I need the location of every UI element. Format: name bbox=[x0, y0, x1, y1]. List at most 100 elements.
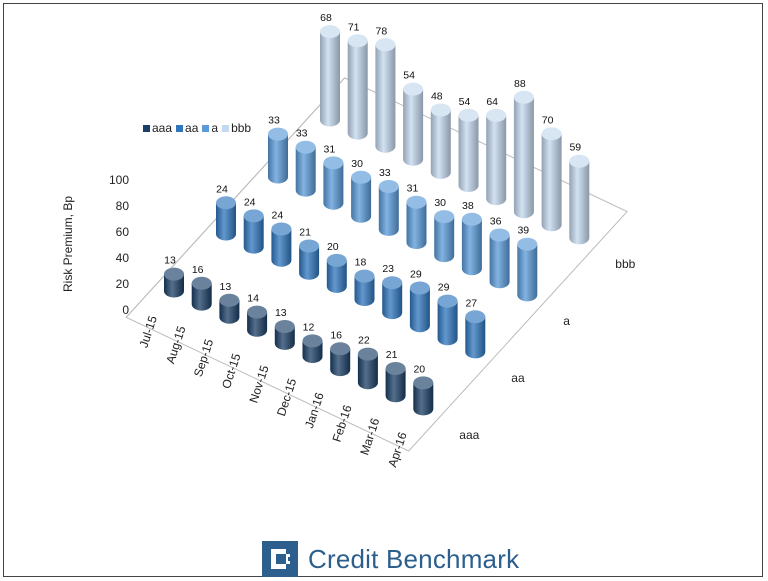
bar-aa-Sep-15 bbox=[271, 222, 292, 267]
bar-body bbox=[430, 110, 451, 179]
bar-body bbox=[351, 177, 372, 223]
data-label: 88 bbox=[514, 78, 526, 90]
data-label: 33 bbox=[268, 115, 280, 127]
bar-cap bbox=[354, 269, 375, 283]
bar-aaa-Apr-16 bbox=[413, 376, 434, 416]
data-label: 24 bbox=[272, 210, 284, 222]
data-label: 30 bbox=[351, 158, 363, 170]
data-label: 18 bbox=[355, 257, 367, 269]
data-label: 64 bbox=[486, 96, 498, 108]
bar-cap bbox=[271, 222, 292, 236]
chart-legend: aaa aa a bbb bbox=[143, 121, 255, 135]
data-label: 38 bbox=[462, 200, 474, 212]
bar-a-Jul-15 bbox=[268, 127, 288, 184]
credit-benchmark-logo-icon bbox=[262, 541, 298, 577]
bar-body bbox=[326, 260, 347, 293]
bar-body bbox=[406, 202, 427, 250]
data-label: 21 bbox=[299, 227, 311, 239]
bar-cap bbox=[375, 38, 396, 52]
bar-body bbox=[486, 115, 507, 206]
legend-item-aaa: aaa bbox=[143, 121, 172, 135]
data-label: 54 bbox=[459, 96, 471, 108]
data-label: 13 bbox=[164, 255, 176, 267]
y-tick-label: 40 bbox=[116, 251, 130, 265]
data-label: 54 bbox=[403, 70, 415, 82]
bar-a-Sep-15 bbox=[323, 156, 344, 210]
bar-aaa-Dec-15 bbox=[302, 334, 323, 363]
floor-edge bbox=[125, 77, 345, 318]
bar-cap bbox=[458, 108, 479, 122]
bar-body bbox=[299, 246, 320, 280]
bar-cap bbox=[437, 294, 458, 308]
bar-a-Nov-15 bbox=[378, 180, 399, 236]
bar-body bbox=[382, 282, 403, 320]
bar-bbb-Dec-15 bbox=[458, 108, 479, 193]
bar-a-Apr-16 bbox=[517, 237, 538, 302]
data-label: 22 bbox=[358, 335, 370, 347]
bar-body bbox=[323, 162, 344, 210]
bar-cap bbox=[243, 209, 264, 223]
data-label: 59 bbox=[569, 142, 581, 154]
data-label: 71 bbox=[348, 21, 360, 33]
bar-cap bbox=[434, 210, 455, 224]
bar-cap bbox=[378, 180, 399, 193]
bar-cap bbox=[489, 228, 510, 242]
bar-cap bbox=[347, 34, 368, 48]
bar-bbb-Jul-15 bbox=[320, 25, 340, 127]
bar-bbb-Jan-16 bbox=[486, 108, 507, 206]
bar-cap bbox=[164, 267, 184, 281]
bar-cap bbox=[323, 156, 344, 170]
bar-body bbox=[274, 326, 295, 350]
bar-cap bbox=[513, 90, 534, 104]
bar-body bbox=[465, 316, 486, 359]
legend-label-aa: aa bbox=[185, 121, 199, 135]
bar-bbb-Feb-16 bbox=[513, 90, 534, 219]
bar-aa-Jul-15 bbox=[216, 196, 236, 241]
bar-cap bbox=[274, 320, 295, 333]
bar-cap bbox=[299, 239, 320, 253]
bar-cap bbox=[403, 82, 424, 96]
bar-aaa-Oct-15 bbox=[247, 305, 268, 337]
bar-a-Aug-15 bbox=[295, 140, 316, 197]
bar-body bbox=[403, 89, 424, 166]
legend-swatch-aaa bbox=[143, 124, 150, 132]
data-label: 29 bbox=[410, 269, 422, 281]
y-tick-label: 20 bbox=[116, 277, 130, 291]
bar-aa-Oct-15 bbox=[299, 239, 320, 280]
bar-body bbox=[437, 301, 458, 346]
data-label: 30 bbox=[434, 197, 446, 209]
bar-aaa-Nov-15 bbox=[274, 320, 295, 350]
bar-body bbox=[243, 215, 264, 254]
depth-tick-label: a bbox=[563, 314, 570, 328]
data-label: 33 bbox=[296, 128, 308, 140]
bar-cap bbox=[465, 310, 486, 324]
data-label: 20 bbox=[327, 241, 339, 253]
data-label: 16 bbox=[330, 329, 342, 341]
bar-cap bbox=[351, 170, 372, 184]
data-label: 14 bbox=[247, 293, 259, 305]
bar-cap bbox=[486, 108, 507, 122]
data-label: 48 bbox=[431, 91, 443, 103]
legend-label-bbb: bbb bbox=[231, 121, 252, 135]
bar-body bbox=[164, 274, 184, 298]
bar-a-Jan-16 bbox=[434, 210, 455, 263]
data-label: 31 bbox=[324, 143, 336, 155]
bar-cap bbox=[406, 195, 427, 209]
legend-item-aa: aa bbox=[176, 121, 198, 135]
bar-cap bbox=[216, 196, 236, 210]
bar-body bbox=[517, 244, 538, 302]
y-tick-label: 80 bbox=[116, 199, 130, 213]
bar-body bbox=[268, 134, 288, 184]
bar-cap bbox=[302, 334, 323, 348]
bar-bbb-Apr-16 bbox=[569, 154, 590, 245]
bar-body bbox=[320, 31, 340, 127]
bar-cap bbox=[517, 237, 538, 251]
bar-cap bbox=[247, 305, 268, 319]
chart-frame: 0 20 40 60 80 100 68 71 78 54 48 54 64 88 70 59 33 33 31 30… bbox=[3, 3, 763, 577]
bar-cap bbox=[330, 342, 351, 356]
bar-cap bbox=[295, 140, 316, 154]
bar-body bbox=[513, 97, 534, 219]
bar-body bbox=[569, 161, 590, 245]
data-label: 16 bbox=[192, 264, 204, 276]
bar-cap bbox=[191, 276, 212, 290]
